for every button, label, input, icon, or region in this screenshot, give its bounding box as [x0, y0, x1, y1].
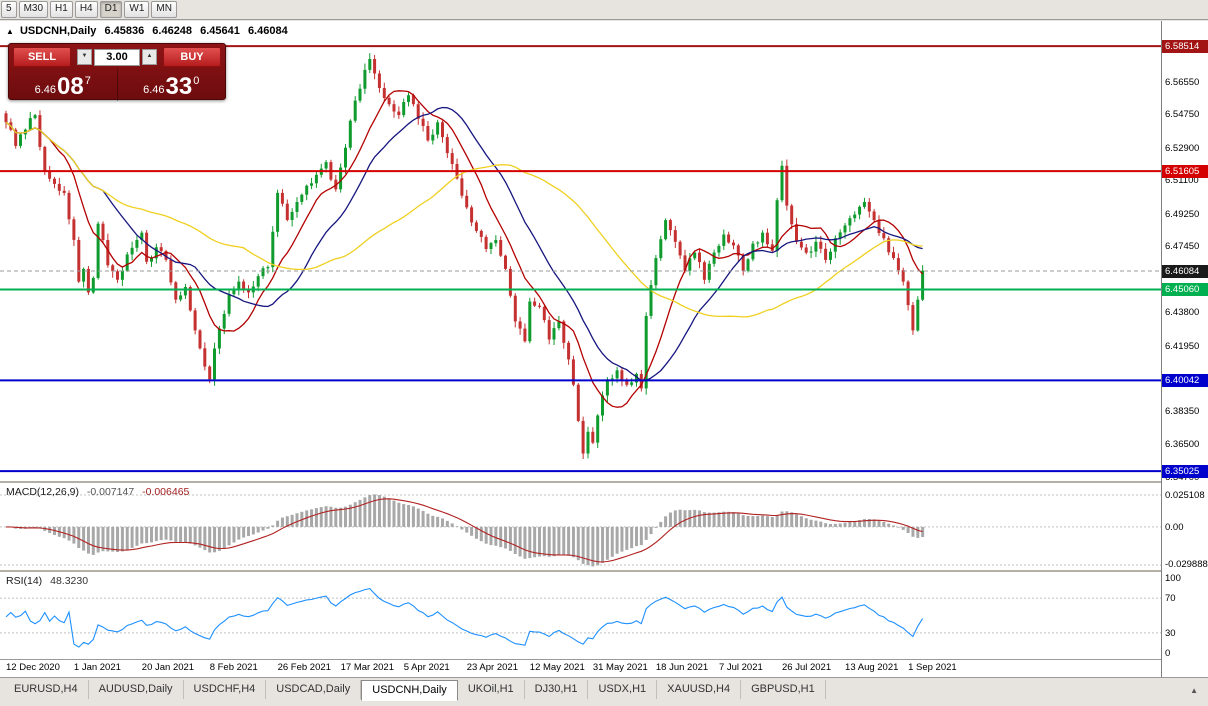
price-tick: 6.51100 — [1165, 175, 1199, 187]
main-chart-panel[interactable]: ▲ USDCNH,Daily 6.45836 6.46248 6.45641 6… — [0, 21, 1161, 481]
chart-title: ▲ USDCNH,Daily 6.45836 6.46248 6.45641 6… — [6, 25, 288, 37]
chart-tabs: EURUSD,H4 AUDUSD,Daily USDCHF,H4 USDCAD,Dai… — [0, 677, 1208, 706]
price-level-tag: 6.51605 — [1162, 164, 1208, 178]
date-label: 23 Apr 2021 — [466, 662, 518, 673]
date-label: 12 Dec 2020 — [6, 662, 60, 673]
price-level-tag: 6.46084 — [1162, 264, 1208, 278]
date-axis[interactable]: 12 Dec 2020 1 Jan 2021 20 Jan 2021 8 Feb 20… — [0, 660, 1161, 677]
rsi-header: RSI(14) 48.3230 — [6, 575, 88, 587]
date-label: 26 Feb 2021 — [277, 662, 331, 673]
tab-eurusd-h4[interactable]: EURUSD,H4 — [4, 680, 89, 699]
timeframe-button-m30[interactable]: M30 — [18, 1, 49, 18]
rsi-canvas[interactable] — [0, 572, 1161, 659]
price-tick: 6.56550 — [1165, 76, 1200, 88]
date-label: 26 Jul 2021 — [782, 662, 832, 673]
volume-up-icon[interactable]: ▲ — [142, 49, 157, 65]
sell-price-big: 08 — [57, 73, 84, 100]
price-tick: 6.38350 — [1165, 405, 1200, 417]
open-value: 6.45836 — [104, 25, 145, 37]
tab-usdcnh-daily[interactable]: USDCNH,Daily — [361, 680, 458, 701]
tab-usdchf-h4[interactable]: USDCHF,H4 — [184, 680, 267, 699]
price-tick: 6.36500 — [1165, 439, 1200, 451]
price-level-tag: 6.40042 — [1162, 373, 1208, 387]
one-click-trading-panel: SELL ▼ 3.00 ▲ BUY 6.46 08 7 6.46 33 0 — [8, 43, 226, 101]
timeframe-button-h4[interactable]: H4 — [74, 1, 98, 18]
rsi-tick: 70 — [1165, 593, 1176, 605]
timeframe-toolbar: 5 M30 H1 H4 D1 W1 MN — [0, 0, 1208, 20]
date-label: 17 Mar 2021 — [340, 662, 394, 673]
price-level-tag: 6.58514 — [1162, 39, 1208, 53]
date-label: 31 May 2021 — [592, 662, 648, 673]
price-axis[interactable]: 6.56550 6.54750 6.52900 6.51100 6.49250 6.474… — [1161, 21, 1208, 677]
low-value: 6.45641 — [200, 25, 240, 37]
tab-usdx-h1[interactable]: USDX,H1 — [588, 680, 658, 699]
rsi-value: 48.3230 — [50, 575, 89, 587]
tab-scroll-icon[interactable]: ▲ — [1190, 686, 1198, 695]
rsi-tick: 100 — [1165, 573, 1181, 584]
price-tick: 6.52900 — [1165, 142, 1200, 154]
sell-price-main: 6.46 — [34, 84, 57, 96]
tab-xauusd-h4[interactable]: XAUUSD,H4 — [657, 680, 742, 699]
macd-header: MACD(12,26,9) -0.007147 -0.006465 — [6, 486, 189, 498]
price-level-tag: 6.45060 — [1162, 283, 1208, 297]
tab-dj30-h1[interactable]: DJ30,H1 — [525, 680, 589, 699]
macd-canvas[interactable] — [0, 483, 1161, 570]
rsi-panel[interactable]: RSI(14) 48.3230 — [0, 572, 1161, 659]
macd-label: MACD(12,26,9) — [6, 486, 79, 498]
price-tick: 6.49250 — [1165, 208, 1200, 220]
price-tick: 6.54750 — [1165, 109, 1200, 121]
timeframe-button-mn[interactable]: MN — [151, 1, 177, 18]
buy-price-sup: 0 — [193, 75, 200, 87]
date-label: 18 Jun 2021 — [655, 662, 709, 673]
timeframe-button-h1[interactable]: H1 — [50, 1, 73, 18]
buy-button[interactable]: BUY — [163, 47, 221, 67]
sell-price[interactable]: 6.46 08 7 — [9, 69, 117, 101]
volume-input[interactable]: 3.00 — [94, 48, 140, 66]
tab-audusd-daily[interactable]: AUDUSD,Daily — [89, 680, 184, 699]
buy-price-main: 6.46 — [143, 84, 165, 96]
price-chart-canvas[interactable] — [0, 21, 1161, 481]
price-tick: 6.47450 — [1165, 241, 1200, 253]
panel-separator[interactable] — [0, 481, 1208, 483]
price-tick: 6.43800 — [1165, 307, 1200, 319]
close-value: 6.46084 — [247, 25, 288, 37]
date-label: 20 Jan 2021 — [141, 662, 195, 673]
price-level-tag: 6.35025 — [1162, 464, 1208, 478]
panel-separator — [0, 659, 1208, 660]
macd-tick: -0.029888 — [1165, 559, 1208, 570]
timeframe-button-5[interactable]: 5 — [1, 1, 17, 18]
timeframe-button-d1[interactable]: D1 — [99, 1, 123, 18]
macd-panel[interactable]: MACD(12,26,9) -0.007147 -0.006465 — [0, 483, 1161, 570]
high-value: 6.46248 — [152, 25, 193, 37]
tab-gbpusd-h1[interactable]: GBPUSD,H1 — [741, 680, 826, 699]
date-label: 1 Sep 2021 — [908, 662, 957, 673]
date-label: 7 Jul 2021 — [718, 662, 763, 673]
rsi-tick: 30 — [1165, 627, 1176, 639]
date-label: 12 May 2021 — [529, 662, 585, 673]
timeframe-button-w1[interactable]: W1 — [124, 1, 150, 18]
macd-tick: 0.025108 — [1165, 489, 1205, 501]
buy-price-big: 33 — [165, 73, 193, 100]
macd-tick: 0.00 — [1165, 521, 1184, 533]
volume-control: ▼ 3.00 ▲ — [74, 48, 160, 66]
date-label: 5 Apr 2021 — [403, 662, 450, 673]
macd-main-value: -0.007147 — [86, 486, 135, 498]
sell-button[interactable]: SELL — [13, 47, 71, 67]
rsi-tick: 0 — [1165, 648, 1171, 659]
panel-separator[interactable] — [0, 570, 1208, 572]
sell-price-sup: 7 — [84, 75, 91, 87]
date-label: 8 Feb 2021 — [209, 662, 258, 673]
buy-price[interactable]: 6.46 33 0 — [116, 69, 226, 101]
tab-usdcad-daily[interactable]: USDCAD,Daily — [266, 680, 362, 699]
price-tick: 6.41950 — [1165, 340, 1200, 352]
date-label: 1 Jan 2021 — [73, 662, 121, 673]
chart-symbol-label: USDCNH,Daily — [19, 25, 97, 37]
one-click-expander-icon[interactable]: ▲ — [6, 27, 14, 36]
volume-down-icon[interactable]: ▼ — [77, 49, 92, 65]
tab-ukoil-h1[interactable]: UKOil,H1 — [458, 680, 525, 699]
macd-signal-value: -0.006465 — [142, 486, 190, 498]
rsi-label: RSI(14) — [6, 575, 43, 587]
date-label: 13 Aug 2021 — [845, 662, 899, 673]
